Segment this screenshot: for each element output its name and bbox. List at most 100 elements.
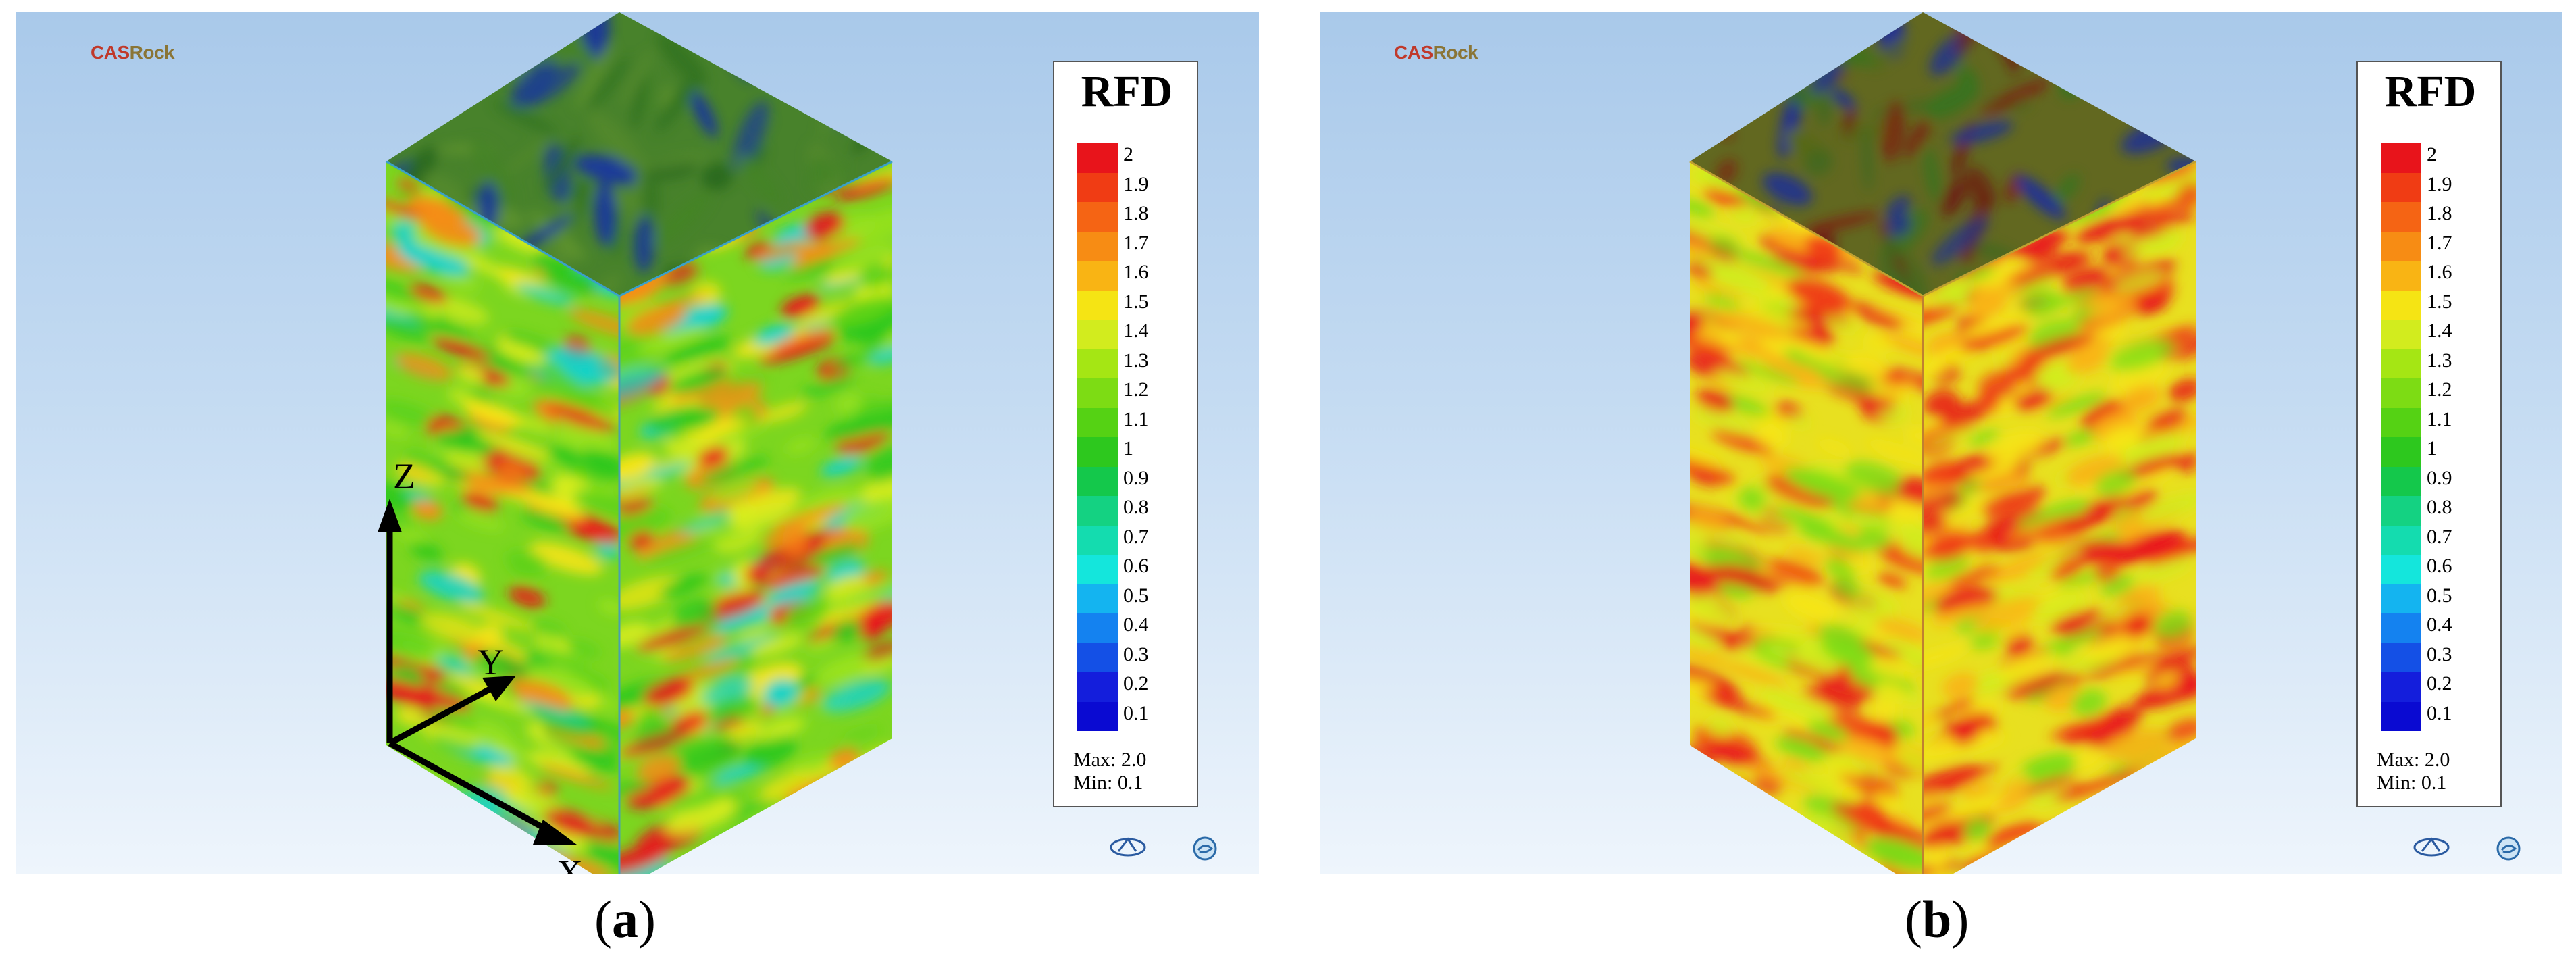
texture-blob bbox=[1985, 429, 2044, 463]
texture-blob bbox=[756, 12, 788, 39]
texture-blob bbox=[653, 191, 713, 247]
texture-blob bbox=[2113, 659, 2155, 680]
texture-blob bbox=[401, 871, 459, 874]
texture-blob bbox=[1707, 719, 1732, 736]
texture-blob bbox=[1818, 674, 1853, 691]
texture-blob bbox=[1818, 89, 1832, 126]
legend-swatch bbox=[1077, 202, 1118, 232]
texture-blob bbox=[1768, 559, 1825, 587]
texture-blob bbox=[750, 634, 804, 657]
texture-blob bbox=[386, 278, 423, 303]
texture-blob bbox=[662, 636, 729, 662]
legend-swatch bbox=[2381, 613, 2421, 643]
academy-logo-icon bbox=[1193, 836, 1217, 861]
texture-blob bbox=[488, 764, 532, 795]
legend-swatch bbox=[2381, 437, 2421, 467]
texture-blob bbox=[846, 855, 873, 868]
texture-blob bbox=[1926, 531, 1974, 562]
texture-blob bbox=[2062, 268, 2111, 293]
texture-blob bbox=[2134, 791, 2184, 818]
texture-blob bbox=[2007, 228, 2070, 257]
legend-swatch bbox=[1077, 143, 1118, 173]
texture-blob bbox=[1764, 353, 1831, 388]
texture-blob bbox=[2001, 776, 2031, 793]
texture-blob bbox=[1796, 813, 1854, 841]
texture-blob bbox=[1784, 547, 1827, 564]
legend-swatch bbox=[1077, 466, 1118, 496]
legend-swatch bbox=[1077, 407, 1118, 437]
legend-tick-label: 0.6 bbox=[1123, 555, 1149, 577]
texture-blob bbox=[461, 491, 499, 512]
texture-blob bbox=[1690, 445, 1722, 465]
texture-blob bbox=[1759, 849, 1813, 872]
texture-blob bbox=[1775, 507, 1835, 532]
texture-blob bbox=[713, 798, 785, 824]
texture-blob bbox=[2103, 728, 2168, 761]
texture-blob bbox=[627, 157, 647, 226]
texture-blob bbox=[433, 432, 477, 453]
texture-blob bbox=[1977, 360, 2049, 393]
z-axis-label: Z bbox=[393, 456, 415, 497]
texture-blob bbox=[386, 782, 438, 810]
texture-blob bbox=[2049, 609, 2103, 632]
texture-blob bbox=[394, 526, 428, 544]
texture-blob bbox=[1696, 388, 1734, 413]
texture-blob bbox=[1690, 310, 1704, 334]
texture-blob bbox=[574, 43, 614, 110]
texture-blob bbox=[2153, 760, 2196, 786]
texture-blob bbox=[771, 503, 848, 531]
texture-blob bbox=[1801, 212, 1880, 233]
texture-blob bbox=[811, 812, 843, 832]
texture-blob bbox=[400, 847, 435, 874]
texture-blob bbox=[636, 754, 681, 782]
texture-blob bbox=[2036, 25, 2060, 63]
legend-tick-label: 2 bbox=[1123, 143, 1133, 166]
texture-blob bbox=[534, 376, 604, 409]
texture-blob bbox=[786, 753, 834, 776]
texture-blob bbox=[1871, 36, 1909, 68]
texture-blob bbox=[739, 662, 803, 696]
texture-blob bbox=[1703, 188, 1745, 207]
texture-blob bbox=[1690, 262, 1713, 278]
texture-blob bbox=[524, 865, 555, 874]
texture-blob bbox=[2132, 677, 2196, 709]
texture-blob bbox=[1904, 117, 1931, 158]
legend-swatch bbox=[2381, 231, 2421, 261]
texture-blob bbox=[1968, 430, 2001, 445]
coordinate-axes: Z Y X bbox=[378, 456, 583, 874]
z-arrow-head bbox=[378, 499, 402, 532]
texture-blob bbox=[1764, 474, 1835, 508]
legend-tick-label: 0.8 bbox=[2427, 496, 2452, 518]
texture-blob bbox=[2173, 810, 2196, 831]
texture-blob bbox=[544, 807, 595, 837]
texture-blob bbox=[2154, 673, 2179, 690]
texture-blob bbox=[2118, 433, 2186, 459]
texture-blob bbox=[1755, 424, 1788, 448]
texture-blob bbox=[498, 268, 542, 287]
texture-blob bbox=[2178, 828, 2196, 855]
texture-blob bbox=[2163, 765, 2195, 780]
y-arrow-head bbox=[482, 676, 516, 701]
legend-swatch bbox=[2381, 643, 2421, 672]
texture-blob bbox=[643, 678, 694, 706]
texture-blob bbox=[478, 623, 505, 646]
legend-tick-label: 1.2 bbox=[1123, 378, 1149, 401]
texture-blob bbox=[2056, 826, 2123, 850]
texture-blob bbox=[771, 863, 801, 874]
texture-blob bbox=[1923, 812, 1958, 840]
texture-blob bbox=[619, 576, 681, 611]
texture-blob bbox=[2038, 626, 2113, 653]
texture-blob bbox=[561, 362, 611, 386]
texture-blob bbox=[1716, 660, 1788, 686]
texture-blob bbox=[642, 537, 717, 565]
academy-logo-icon bbox=[2496, 836, 2521, 861]
texture-blob bbox=[1897, 476, 1923, 507]
legend-swatch bbox=[2381, 290, 2421, 320]
texture-blob bbox=[1703, 799, 1741, 824]
texture-blob bbox=[386, 16, 421, 42]
texture-blob bbox=[1804, 149, 1833, 176]
texture-blob bbox=[431, 337, 492, 360]
texture-blob bbox=[2007, 264, 2054, 286]
texture-blob bbox=[619, 843, 671, 874]
texture-blob bbox=[409, 284, 448, 303]
